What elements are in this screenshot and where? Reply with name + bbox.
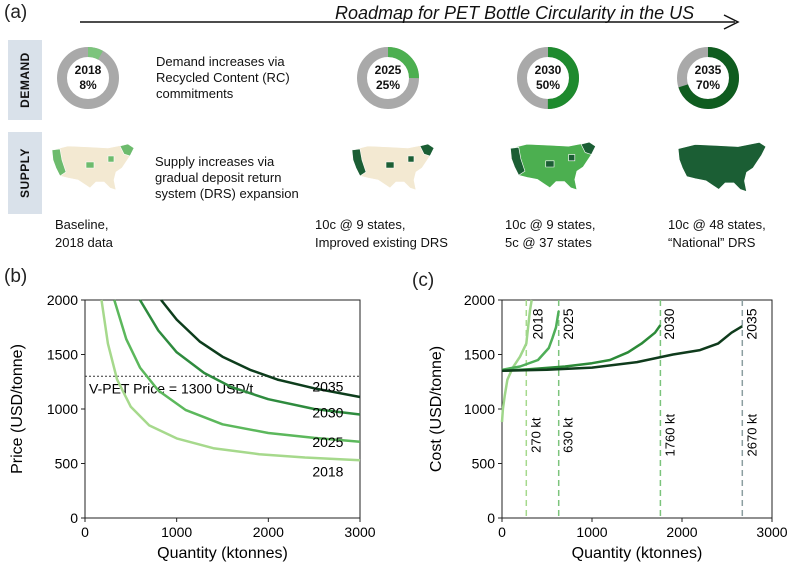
series-line-2018 bbox=[500, 299, 533, 423]
demand-row-tag: DEMAND bbox=[8, 40, 42, 120]
x-tick-label: 3000 bbox=[756, 524, 787, 540]
y-tick-label: 1500 bbox=[47, 347, 78, 363]
year-label: 2030 bbox=[661, 308, 677, 339]
x-tick-label: 2000 bbox=[253, 524, 284, 540]
map-region bbox=[385, 161, 395, 169]
roadmap-arrow bbox=[80, 14, 740, 30]
panel-c-label: (c) bbox=[412, 270, 435, 291]
year-label: 2025 bbox=[560, 308, 576, 339]
donut-2025-pct: 25% bbox=[375, 78, 401, 92]
y-tick-label: 500 bbox=[55, 456, 79, 472]
y-tick-label: 0 bbox=[487, 510, 495, 526]
demand-description: Demand increases via Recycled Content (R… bbox=[156, 54, 290, 101]
map-region bbox=[351, 148, 367, 177]
donut-2025-arc bbox=[357, 47, 419, 109]
us-map-2025 bbox=[351, 143, 435, 191]
series-line-2025 bbox=[113, 299, 361, 443]
x-tick-label: 1000 bbox=[161, 524, 192, 540]
supply-description: Supply increases via gradual deposit ret… bbox=[155, 154, 299, 201]
donut-2030: 2030 50% bbox=[516, 46, 580, 115]
donut-2035-arc bbox=[677, 47, 739, 109]
series-label: 2035 bbox=[312, 379, 343, 395]
y-tick-label: 2000 bbox=[464, 292, 495, 308]
series-label: 2030 bbox=[312, 405, 343, 421]
map-region bbox=[568, 154, 576, 162]
series-line-2025 bbox=[501, 310, 560, 372]
chart-c: 0 1000 2000 3000 0 500 1000 1500 2000 Quantity (k… bbox=[428, 292, 788, 562]
map-region bbox=[407, 155, 415, 163]
panel-b-label: (b) bbox=[4, 266, 28, 287]
y-axis-label: Price (USD/tonne) bbox=[9, 344, 26, 474]
map-region bbox=[107, 155, 115, 163]
series-label: 2018 bbox=[312, 464, 343, 480]
x-tick-label: 0 bbox=[81, 524, 89, 540]
x-tick-label: 3000 bbox=[344, 524, 375, 540]
year-label: 2018 bbox=[530, 308, 546, 339]
map-region bbox=[580, 141, 596, 155]
us-map-2018 bbox=[51, 143, 135, 191]
status-2025: 10c @ 9 states, Improved existing DRS bbox=[315, 217, 448, 250]
series-label: 2025 bbox=[312, 434, 343, 450]
series-line-2035 bbox=[501, 325, 743, 373]
us-map-2035 bbox=[677, 141, 767, 193]
quantity-marker-label: 1760 kt bbox=[662, 413, 677, 456]
x-tick-label: 0 bbox=[498, 524, 506, 540]
map-region bbox=[85, 161, 95, 169]
map-region bbox=[119, 143, 135, 157]
x-axis-label: Quantity (ktonnes) bbox=[572, 545, 703, 562]
supply-row-tag: SUPPLY bbox=[8, 132, 42, 214]
map-region bbox=[51, 148, 67, 177]
panel-a-label: (a) bbox=[4, 2, 28, 23]
map-region bbox=[419, 143, 435, 157]
map-region bbox=[677, 141, 767, 193]
demand-tag-label: DEMAND bbox=[18, 52, 33, 108]
series-line-2018 bbox=[100, 299, 361, 462]
y-tick-label: 0 bbox=[70, 510, 78, 526]
y-axis-label: Cost (USD/tonne) bbox=[428, 346, 445, 472]
us-map-2030 bbox=[510, 141, 596, 191]
quantity-marker-label: 630 kt bbox=[561, 417, 576, 453]
y-tick-label: 1000 bbox=[47, 401, 78, 417]
chart-b: 0 1000 2000 3000 0 500 1000 1500 2000 Quantity (k… bbox=[9, 292, 376, 562]
donut-2025: 2025 25% bbox=[356, 46, 420, 115]
series-line-2035 bbox=[160, 299, 361, 399]
donut-2018-pct: 8% bbox=[79, 78, 97, 92]
quantity-marker-label: 2670 kt bbox=[744, 413, 759, 456]
donut-2035: 2035 70% bbox=[676, 46, 740, 115]
donut-2030-pct: 50% bbox=[535, 78, 561, 92]
status-2018: Baseline, 2018 data bbox=[55, 217, 113, 250]
y-tick-label: 500 bbox=[472, 456, 496, 472]
supply-tag-label: SUPPLY bbox=[18, 148, 33, 198]
y-tick-label: 1500 bbox=[464, 347, 495, 363]
quantity-marker-label: 270 kt bbox=[528, 417, 543, 453]
map-region bbox=[510, 146, 526, 176]
x-tick-label: 2000 bbox=[666, 524, 697, 540]
status-2035: 10c @ 48 states, “National” DRS bbox=[668, 217, 766, 250]
donut-2035-year: 2035 bbox=[694, 63, 722, 77]
donut-2025-year: 2025 bbox=[374, 63, 402, 77]
donut-2018: 2018 8% bbox=[56, 46, 120, 115]
donut-2018-year: 2018 bbox=[74, 63, 102, 77]
donut-2030-arc bbox=[517, 47, 579, 109]
year-label: 2035 bbox=[744, 308, 760, 339]
reference-label: V-PET Price = 1300 USD/t bbox=[89, 380, 253, 396]
series-line-2030 bbox=[501, 324, 662, 373]
x-axis-label: Quantity (ktonnes) bbox=[157, 545, 288, 562]
x-tick-label: 1000 bbox=[576, 524, 607, 540]
map-region bbox=[545, 160, 555, 168]
y-tick-label: 1000 bbox=[464, 401, 495, 417]
roadmap-title: Roadmap for PET Bottle Circularity in th… bbox=[335, 3, 695, 23]
donut-2018-arc bbox=[57, 47, 119, 109]
status-2030: 10c @ 9 states, 5c @ 37 states bbox=[505, 217, 596, 250]
series-line-2030 bbox=[138, 299, 361, 416]
donut-2030-year: 2030 bbox=[534, 63, 562, 77]
donut-2035-pct: 70% bbox=[695, 78, 721, 92]
y-tick-label: 2000 bbox=[47, 292, 78, 308]
